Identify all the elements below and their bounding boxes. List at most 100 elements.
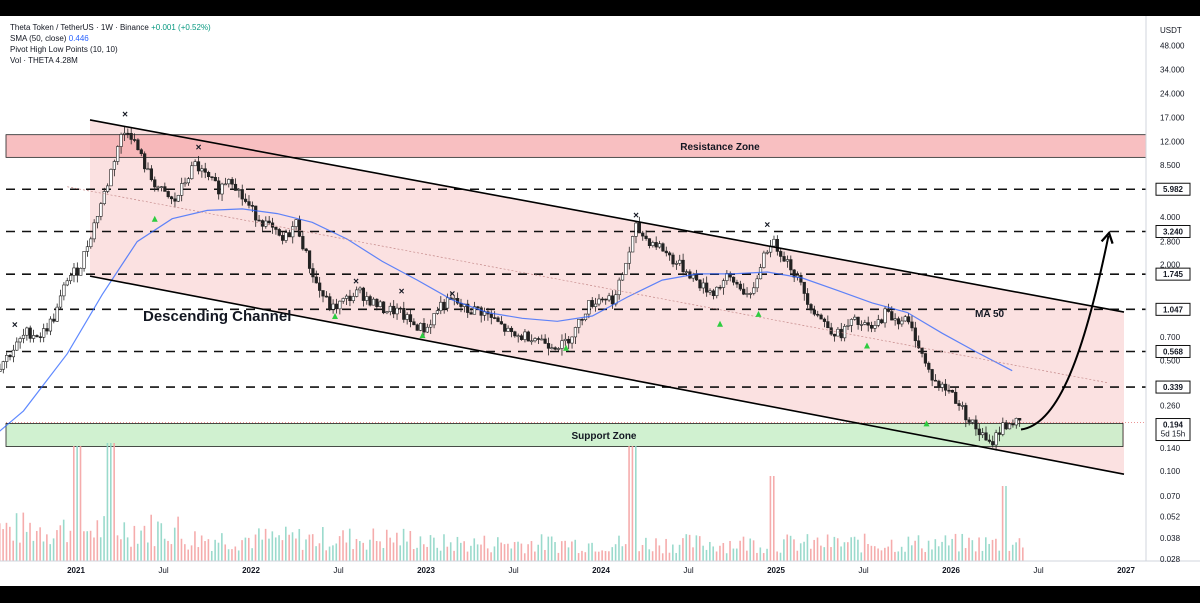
channel-midline bbox=[67, 186, 1109, 384]
volume-bar bbox=[995, 538, 997, 561]
volume-bar bbox=[342, 530, 344, 561]
volume-bar bbox=[25, 531, 28, 561]
candle-body bbox=[826, 321, 830, 329]
candle-body bbox=[970, 419, 975, 423]
volume-bar bbox=[860, 552, 863, 561]
candle-body bbox=[35, 335, 39, 337]
candle-body bbox=[634, 222, 638, 237]
volume-bar bbox=[9, 526, 11, 561]
volume-bar bbox=[958, 551, 960, 561]
last-price-countdown: 5d 15h bbox=[1161, 430, 1185, 439]
volume-bar bbox=[1008, 550, 1011, 561]
volume-bar bbox=[1005, 486, 1007, 561]
candle-body bbox=[0, 368, 2, 372]
legend-sma-row[interactable]: SMA (50, close) 0.446 bbox=[10, 33, 211, 44]
candle-body bbox=[25, 327, 29, 336]
candle-body bbox=[395, 307, 399, 315]
candle-body bbox=[89, 238, 93, 248]
volume-bar bbox=[978, 537, 980, 561]
volume-bar bbox=[301, 549, 304, 561]
key-level-badge bbox=[1155, 182, 1191, 196]
candle-body bbox=[126, 132, 130, 135]
candle-body bbox=[173, 198, 177, 202]
candle-body bbox=[748, 293, 753, 295]
volume-bar bbox=[974, 551, 977, 561]
volume-bar bbox=[359, 541, 361, 561]
candle-body bbox=[691, 274, 695, 279]
volume-bar bbox=[409, 530, 412, 561]
volume-bar bbox=[843, 542, 846, 561]
volume-bar bbox=[439, 550, 442, 561]
legend-vol-row[interactable]: Vol · THETA 4.28M bbox=[10, 55, 211, 66]
volume-bar bbox=[776, 551, 778, 561]
candle-body bbox=[159, 186, 164, 188]
volume-bar bbox=[779, 552, 782, 561]
candle-body bbox=[573, 327, 578, 338]
candle-body bbox=[708, 290, 712, 293]
volume-bar bbox=[261, 539, 264, 561]
volume-bar bbox=[204, 541, 206, 561]
candle-body bbox=[85, 246, 90, 252]
x-tick-label: 2026 bbox=[942, 566, 960, 575]
candle-body bbox=[331, 303, 335, 310]
volume-bar bbox=[672, 544, 674, 561]
volume-bar bbox=[924, 551, 927, 561]
volume-bar bbox=[285, 526, 287, 561]
pivot-high-marker: × bbox=[449, 289, 455, 300]
volume-bar bbox=[116, 535, 119, 561]
volume-bar bbox=[921, 548, 923, 561]
candle-body bbox=[1001, 422, 1005, 435]
candle-body bbox=[819, 314, 823, 320]
candle-body bbox=[422, 322, 426, 333]
volume-bar bbox=[897, 551, 900, 561]
candle-body bbox=[540, 338, 544, 341]
volume-bar bbox=[907, 536, 910, 561]
candle-body bbox=[503, 323, 507, 332]
channel-fill bbox=[90, 119, 1124, 475]
candle-body bbox=[856, 316, 860, 325]
volume-bar bbox=[527, 544, 529, 561]
candle-body bbox=[846, 325, 850, 327]
volume-bar bbox=[799, 543, 802, 561]
volume-bar bbox=[89, 530, 92, 561]
currency-unit-label: USDT bbox=[1160, 26, 1182, 35]
pivot-low-marker bbox=[332, 313, 338, 320]
candle-body bbox=[267, 220, 271, 224]
y-tick-label: 0.028 bbox=[1160, 555, 1181, 564]
candle-body bbox=[950, 389, 954, 393]
volume-bar bbox=[221, 533, 223, 561]
volume-bar bbox=[244, 537, 247, 561]
candle-body bbox=[627, 251, 631, 264]
volume-bar bbox=[877, 548, 879, 561]
candle-body bbox=[651, 242, 655, 246]
volume-bar bbox=[93, 537, 95, 561]
candle-body bbox=[48, 318, 53, 332]
candle-body bbox=[930, 369, 934, 381]
candle-body bbox=[620, 274, 625, 281]
volume-bar bbox=[601, 550, 603, 561]
volume-bar bbox=[318, 543, 321, 561]
key-level-label: 5.982 bbox=[1163, 185, 1184, 194]
candle-body bbox=[106, 185, 110, 192]
volume-bar bbox=[234, 546, 237, 561]
candle-body bbox=[883, 308, 887, 324]
volume-bar bbox=[298, 528, 301, 561]
legend-pivot-row[interactable]: Pivot High Low Points (10, 10) bbox=[10, 44, 211, 55]
volume-bar bbox=[591, 542, 593, 561]
candle-body bbox=[617, 279, 621, 296]
volume-bar bbox=[682, 538, 684, 561]
volume-bar bbox=[749, 538, 752, 561]
volume-bar bbox=[769, 476, 772, 561]
volume-bar bbox=[379, 541, 381, 561]
candle-body bbox=[1011, 423, 1015, 426]
volume-bar bbox=[150, 514, 152, 561]
candle-body bbox=[392, 305, 396, 315]
price-chart[interactable]: × × × × × × × × Resistance Zone Support Zone Desc… bbox=[0, 16, 1200, 586]
x-tick-label: Jul bbox=[508, 566, 518, 575]
candle-body bbox=[886, 308, 891, 312]
volume-bar bbox=[237, 550, 240, 561]
volume-bar bbox=[190, 545, 193, 561]
candle-body bbox=[493, 317, 497, 319]
volume-bar bbox=[820, 545, 822, 561]
candle-body bbox=[570, 336, 574, 344]
